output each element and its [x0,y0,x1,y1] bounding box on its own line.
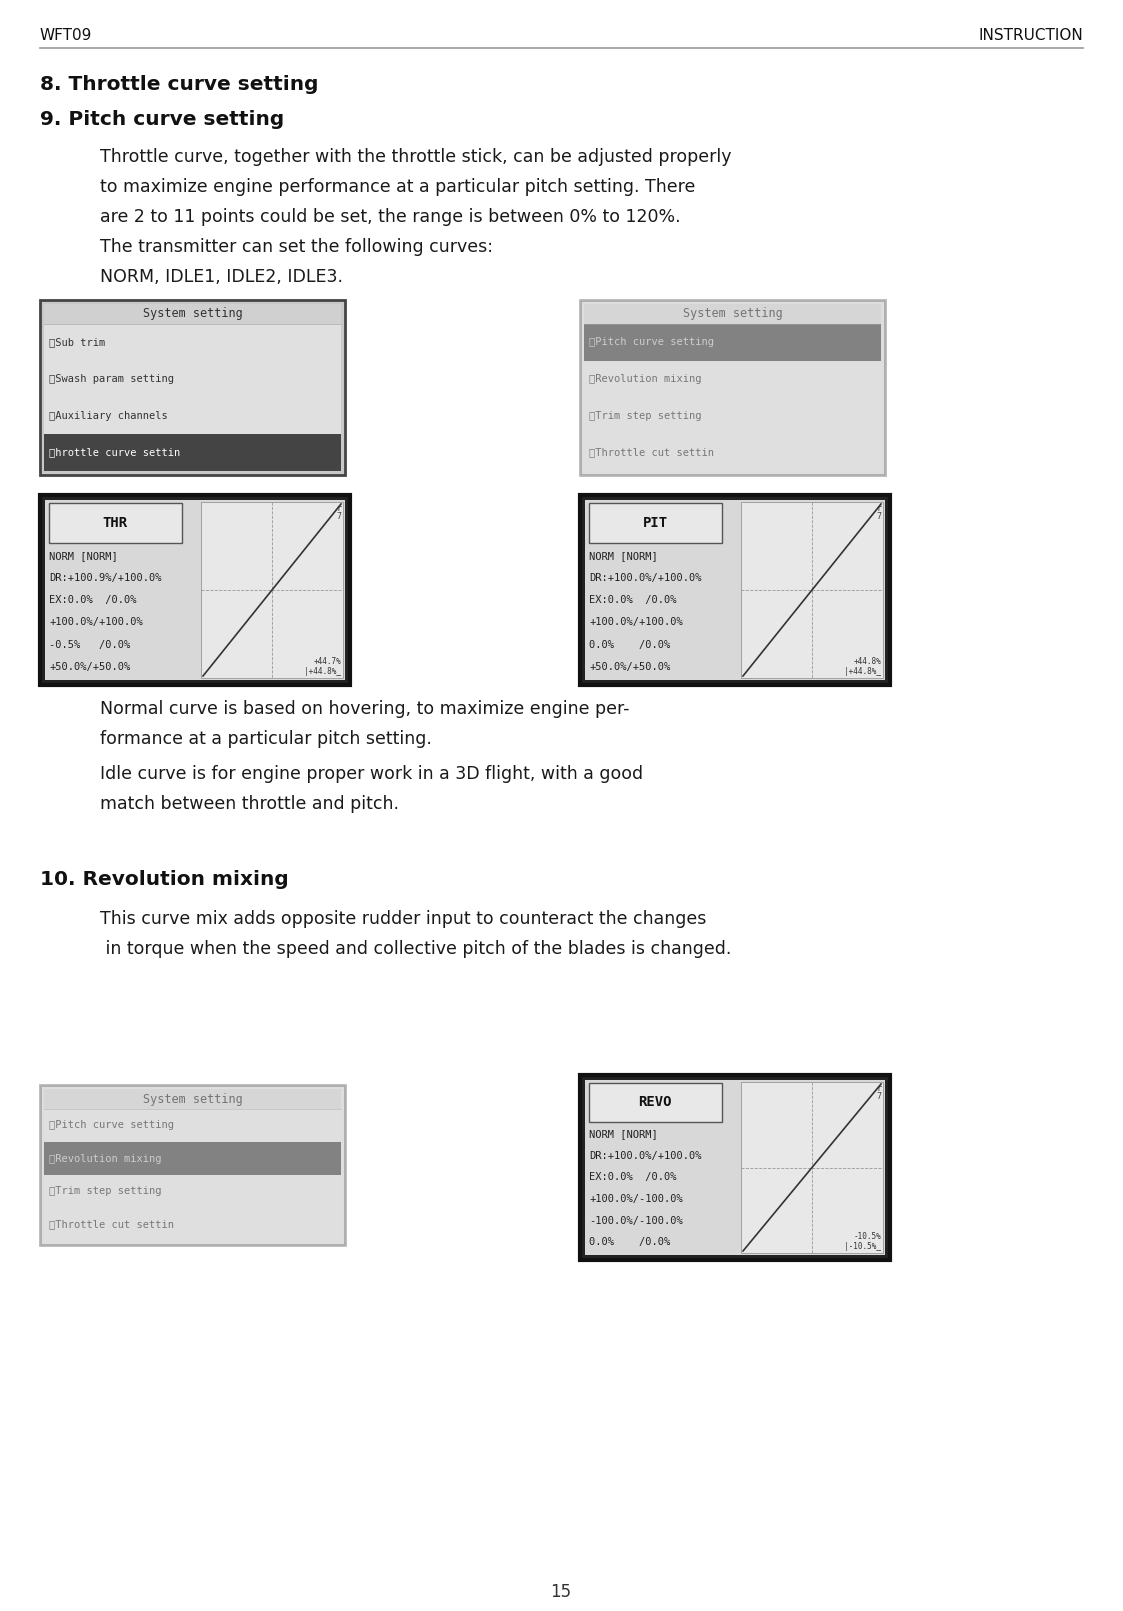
Text: ⑫Throttle cut settin: ⑫Throttle cut settin [588,448,714,458]
Text: 0.0%    /0.0%: 0.0% /0.0% [588,1237,670,1247]
Text: -10.5%
|-10.5%_: -10.5% |-10.5%_ [844,1231,882,1252]
Text: -100.0%/-100.0%: -100.0%/-100.0% [588,1216,683,1226]
Text: +44.7%
|+44.8%_: +44.7% |+44.8%_ [304,657,341,677]
Text: System setting: System setting [683,308,783,321]
Text: 8. Throttle curve setting: 8. Throttle curve setting [40,76,319,93]
Text: This curve mix adds opposite rudder input to counteract the changes: This curve mix adds opposite rudder inpu… [100,910,706,928]
Bar [584,304,882,324]
Bar [49,503,182,543]
Text: +100.0%/+100.0%: +100.0%/+100.0% [49,617,143,627]
Text: ⑦Swash param setting: ⑦Swash param setting [49,374,174,383]
Text: r: r [336,504,341,512]
Bar [579,1075,891,1260]
Text: REVO: REVO [639,1095,672,1110]
Text: EX:0.0%  /0.0%: EX:0.0% /0.0% [49,594,137,606]
Text: ⑨hrottle curve settin: ⑨hrottle curve settin [49,448,181,458]
Text: ⑩Revolution mixing: ⑩Revolution mixing [588,374,702,383]
Text: Throttle curve, together with the throttle stick, can be adjusted properly: Throttle curve, together with the thrott… [100,148,731,166]
Text: DR:+100.9%/+100.0%: DR:+100.9%/+100.0% [49,574,162,583]
Text: ⑪Trim step setting: ⑪Trim step setting [49,1186,162,1197]
Text: 7: 7 [336,512,341,520]
Text: ⑫Throttle cut settin: ⑫Throttle cut settin [49,1220,174,1229]
Bar [44,1142,341,1174]
Text: THR: THR [102,516,128,530]
Text: NORM [NORM]: NORM [NORM] [49,551,118,561]
Bar [201,503,343,678]
Text: ⑥Sub trim: ⑥Sub trim [49,337,106,348]
Bar [579,495,891,685]
Text: +100.0%/-100.0%: +100.0%/-100.0% [588,1194,683,1203]
Bar [45,499,201,680]
Bar [588,503,722,543]
Text: EX:0.0%  /0.0%: EX:0.0% /0.0% [588,1173,676,1182]
Text: +44.8%
|+44.8%_: +44.8% |+44.8%_ [844,657,882,677]
Bar [40,1084,345,1245]
Text: System setting: System setting [143,308,243,321]
Bar [40,495,350,685]
Text: DR:+100.0%/+100.0%: DR:+100.0%/+100.0% [588,1150,702,1162]
Text: 7: 7 [876,1092,882,1100]
Text: +100.0%/+100.0%: +100.0%/+100.0% [588,617,683,627]
Bar [44,1089,341,1240]
Text: ⑪Trim step setting: ⑪Trim step setting [588,411,702,420]
Text: INSTRUCTION: INSTRUCTION [978,27,1083,43]
Text: ⑨Pitch curve setting: ⑨Pitch curve setting [588,337,714,348]
Text: -0.5%   /0.0%: -0.5% /0.0% [49,640,130,649]
Text: The transmitter can set the following curves:: The transmitter can set the following cu… [100,238,493,256]
Bar [584,304,882,470]
Bar [45,499,345,680]
Bar [585,1079,885,1255]
Bar [585,1079,741,1255]
Text: NORM [NORM]: NORM [NORM] [588,551,658,561]
Bar [585,499,885,680]
Text: DR:+100.0%/+100.0%: DR:+100.0%/+100.0% [588,574,702,583]
Text: PIT: PIT [642,516,668,530]
Text: NORM, IDLE1, IDLE2, IDLE3.: NORM, IDLE1, IDLE2, IDLE3. [100,267,343,287]
Bar [741,503,883,678]
Bar [44,304,341,324]
Text: Idle curve is for engine proper work in a 3D flight, with a good: Idle curve is for engine proper work in … [100,765,643,783]
Text: are 2 to 11 points could be set, the range is between 0% to 120%.: are 2 to 11 points could be set, the ran… [100,208,681,226]
Text: match between throttle and pitch.: match between throttle and pitch. [100,794,399,814]
Text: ⑨Pitch curve setting: ⑨Pitch curve setting [49,1121,174,1131]
Text: 10. Revolution mixing: 10. Revolution mixing [40,870,289,889]
Text: r: r [876,504,882,512]
Text: WFT09: WFT09 [40,27,92,43]
Text: +50.0%/+50.0%: +50.0%/+50.0% [49,662,130,672]
Bar [40,300,345,475]
Bar [44,304,341,470]
Text: 7: 7 [876,512,882,520]
Text: in torque when the speed and collective pitch of the blades is changed.: in torque when the speed and collective … [100,939,731,959]
Bar [585,499,741,680]
Text: 15: 15 [550,1584,572,1601]
Text: NORM [NORM]: NORM [NORM] [588,1129,658,1139]
Text: Normal curve is based on hovering, to maximize engine per-: Normal curve is based on hovering, to ma… [100,701,630,719]
Text: 9. Pitch curve setting: 9. Pitch curve setting [40,110,284,129]
Text: ⑩Revolution mixing: ⑩Revolution mixing [49,1153,162,1163]
Text: ⑧Auxiliary channels: ⑧Auxiliary channels [49,411,167,420]
Text: 0.0%    /0.0%: 0.0% /0.0% [588,640,670,649]
Text: EX:0.0%  /0.0%: EX:0.0% /0.0% [588,594,676,606]
Text: to maximize engine performance at a particular pitch setting. There: to maximize engine performance at a part… [100,177,695,197]
Text: +50.0%/+50.0%: +50.0%/+50.0% [588,662,670,672]
Bar [579,300,885,475]
Text: System setting: System setting [143,1092,243,1105]
Bar [741,1083,883,1253]
Bar [44,1089,341,1108]
Bar [584,324,882,361]
Bar [588,1083,722,1121]
Bar [44,435,341,470]
Text: formance at a particular pitch setting.: formance at a particular pitch setting. [100,730,432,748]
Text: r: r [876,1084,882,1092]
